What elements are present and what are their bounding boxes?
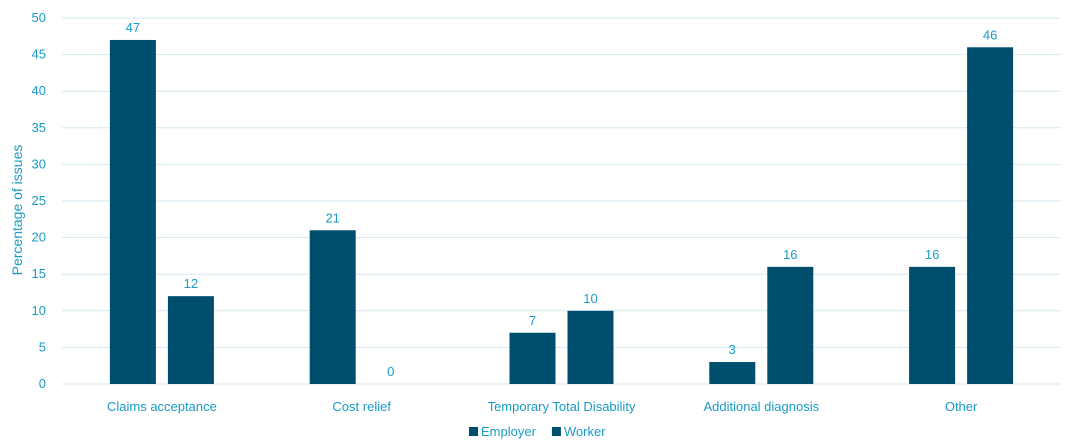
y-tick-label: 35 — [32, 120, 46, 135]
data-label: 47 — [126, 20, 140, 35]
x-axis-categories: Claims acceptance Cost relief Temporary To… — [107, 399, 978, 414]
bar-employer — [109, 39, 156, 385]
y-tick-label: 25 — [32, 193, 46, 208]
data-label: 16 — [925, 247, 939, 262]
legend-label-employer: Employer — [481, 424, 537, 439]
data-label: 12 — [184, 276, 198, 291]
legend-swatch-employer — [469, 427, 478, 436]
bar-worker — [167, 296, 214, 384]
x-category-label: Other — [945, 399, 978, 414]
y-axis-ticks: 0 5 10 15 20 25 30 35 40 45 50 — [32, 10, 46, 391]
data-labels: 47 12 21 0 7 10 3 16 16 46 — [126, 20, 998, 379]
legend: Employer Worker — [469, 424, 606, 439]
bar-employer — [709, 362, 756, 384]
y-tick-label: 45 — [32, 47, 46, 62]
y-tick-label: 5 — [39, 339, 46, 354]
x-category-label: Temporary Total Disability — [488, 399, 636, 414]
bar-employer — [509, 332, 556, 384]
data-label: 0 — [387, 364, 394, 379]
legend-label-worker: Worker — [564, 424, 606, 439]
gridlines — [62, 17, 1061, 385]
x-category-label: Claims acceptance — [107, 399, 217, 414]
y-tick-label: 20 — [32, 230, 46, 245]
data-label: 7 — [529, 313, 536, 328]
y-tick-label: 0 — [39, 376, 46, 391]
bars — [109, 39, 1014, 385]
data-label: 16 — [783, 247, 797, 262]
legend-swatch-worker — [551, 427, 561, 436]
y-axis-label: Percentage of issues — [9, 145, 25, 276]
data-label: 46 — [983, 27, 997, 42]
bar-employer — [909, 266, 956, 384]
x-category-label: Cost relief — [332, 399, 391, 414]
data-label: 10 — [583, 291, 597, 306]
y-tick-label: 30 — [32, 156, 46, 171]
data-label: 3 — [729, 342, 736, 357]
bar-worker — [967, 47, 1014, 384]
data-label: 21 — [325, 210, 339, 225]
bar-worker — [767, 266, 814, 384]
y-tick-label: 10 — [32, 303, 46, 318]
bar-employer — [309, 230, 356, 384]
y-tick-label: 15 — [32, 266, 46, 281]
bar-worker — [567, 310, 614, 384]
x-category-label: Additional diagnosis — [703, 399, 819, 414]
y-tick-label: 50 — [32, 10, 46, 25]
y-tick-label: 40 — [32, 83, 46, 98]
